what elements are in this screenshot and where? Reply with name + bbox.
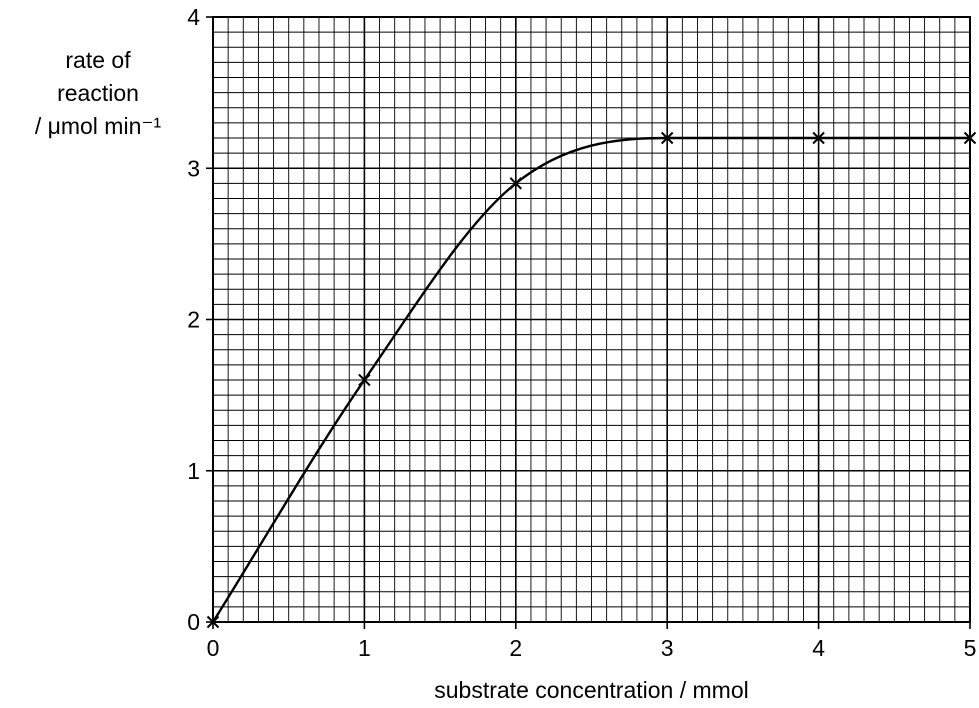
y-tick-labels: 0 1 2 3 4 <box>187 4 200 635</box>
data-point-marker <box>660 131 674 145</box>
data-point-marker <box>963 131 977 145</box>
data-curve-layer <box>211 136 970 623</box>
x-axis-label: substrate concentration / mmol <box>434 677 749 703</box>
x-tick-label: 0 <box>207 635 220 661</box>
data-point-marker <box>358 373 371 387</box>
marker-stroke <box>660 131 674 145</box>
x-tick-label: 3 <box>661 635 674 661</box>
data-markers <box>206 131 977 629</box>
y-axis-label-line-3: / μmol min⁻¹ <box>34 113 162 139</box>
axes <box>206 16 971 629</box>
data-point-marker <box>206 615 220 629</box>
marker-stroke <box>358 373 371 387</box>
x-tick-label: 5 <box>964 635 977 661</box>
x-tick-label: 2 <box>509 635 522 661</box>
marker-stroke <box>963 131 977 145</box>
x-tick-labels: 0 1 2 3 4 5 <box>207 635 977 661</box>
data-point-marker <box>509 177 523 190</box>
data-curve <box>211 136 970 623</box>
marker-stroke <box>812 131 825 145</box>
y-tick-label: 3 <box>187 155 200 181</box>
x-tick-label: 1 <box>358 635 371 661</box>
y-tick-label: 0 <box>187 609 200 635</box>
y-tick-label: 4 <box>187 4 200 30</box>
y-axis-label-line-1: rate of <box>65 47 131 73</box>
data-point-marker <box>812 131 825 145</box>
x-tick-label: 4 <box>812 635 825 661</box>
y-tick-label: 2 <box>187 307 200 333</box>
marker-stroke <box>206 615 220 629</box>
marker-stroke <box>509 177 523 190</box>
y-axis-label-line-2: reaction <box>57 80 139 106</box>
y-tick-label: 1 <box>187 458 200 484</box>
